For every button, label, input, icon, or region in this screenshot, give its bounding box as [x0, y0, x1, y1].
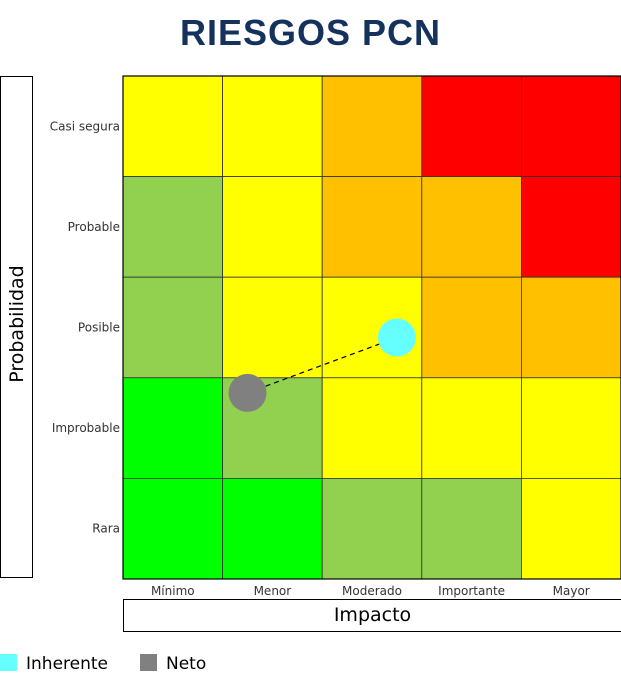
x-tick-label: Mínimo [151, 584, 195, 598]
cell-0-1 [222, 75, 323, 177]
x-tick-label: Menor [254, 584, 292, 598]
y-tick-label: Casi segura [50, 119, 120, 133]
cell-3-0 [122, 377, 223, 479]
cell-3-3 [421, 377, 522, 479]
cell-0-4 [521, 75, 621, 177]
cell-2-1 [222, 276, 323, 379]
legend-item-inherente: Inherente [0, 654, 108, 674]
x-tick-label: Importante [438, 584, 505, 598]
risk-matrix-chart: Casi segura Probable Posible Improbable Rara… [50, 75, 621, 598]
grid-border [122, 75, 621, 580]
cell-1-2 [321, 176, 423, 278]
chart-title: RIESGOS PCN [179, 12, 442, 53]
cell-2-3 [421, 276, 522, 379]
y-tick-label: Rara [92, 522, 120, 536]
cell-4-2 [321, 477, 423, 580]
x-axis-title: Impacto [123, 599, 621, 632]
cell-1-4 [521, 176, 621, 278]
legend-label-neto: Neto [166, 654, 207, 674]
cell-3-4 [521, 377, 621, 479]
cell-2-0 [122, 276, 223, 379]
cell-4-0 [122, 477, 223, 580]
cell-0-0 [122, 75, 223, 177]
y-tick-label: Posible [78, 321, 120, 335]
cell-0-2 [321, 75, 423, 177]
cell-4-3 [421, 477, 522, 580]
y-tick-label: Probable [68, 220, 120, 234]
cell-3-2 [321, 377, 423, 479]
y-tick-label: Improbable [52, 421, 120, 435]
point-neto [228, 373, 267, 412]
cell-4-1 [222, 477, 323, 580]
cell-0-3 [421, 75, 522, 177]
legend-label-inherente: Inherente [26, 654, 108, 674]
y-axis-title-box: Probabilidad [0, 76, 33, 578]
cell-4-4 [521, 477, 621, 580]
cell-1-0 [122, 176, 223, 278]
legend-swatch-inherente [0, 654, 17, 671]
cell-1-3 [421, 176, 522, 278]
legend-item-neto: Neto [140, 654, 206, 674]
x-tick-label: Moderado [342, 584, 402, 598]
point-inherente [377, 318, 416, 357]
legend-swatch-neto [140, 654, 157, 671]
cell-2-4 [521, 276, 621, 379]
x-tick-label: Mayor [553, 584, 590, 598]
cell-1-1 [222, 176, 323, 278]
